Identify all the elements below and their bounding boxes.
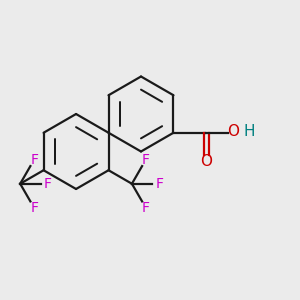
Text: O: O — [200, 154, 212, 169]
Text: F: F — [156, 177, 164, 191]
Text: O: O — [227, 124, 239, 139]
Text: F: F — [142, 153, 150, 166]
Text: H: H — [244, 124, 255, 139]
Text: F: F — [142, 201, 150, 215]
Text: F: F — [44, 177, 52, 191]
Text: F: F — [30, 201, 38, 215]
Text: F: F — [30, 153, 38, 166]
